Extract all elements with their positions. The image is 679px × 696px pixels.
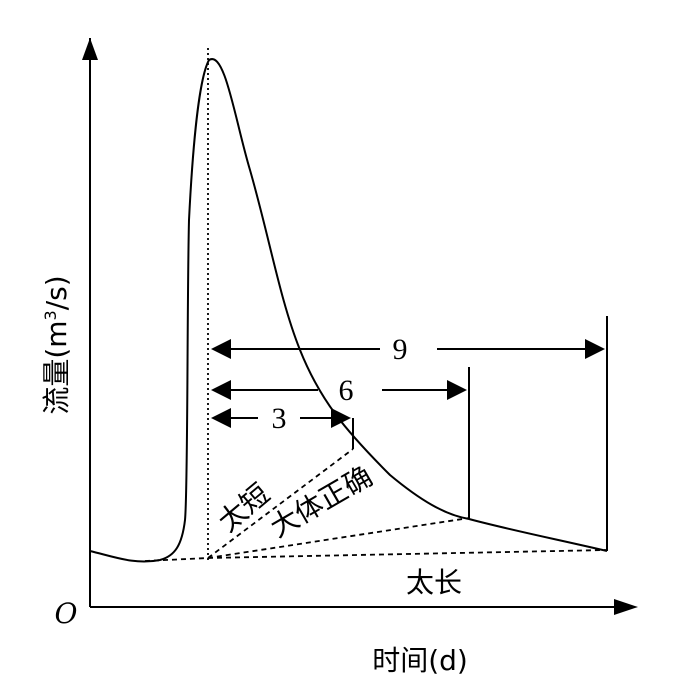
- y-axis-arrowhead: [82, 38, 98, 60]
- hydrograph-curve: [89, 58, 608, 563]
- separation-line-correct: [207, 517, 470, 559]
- baseflow-dashed-line: [144, 557, 209, 562]
- x-axis-label: 时间(d): [372, 644, 468, 677]
- interval-6-label: 6: [339, 374, 354, 407]
- label-too-short: 太短: [212, 477, 276, 538]
- interval-3-label: 3: [272, 402, 287, 435]
- y-axis-label: 流量(m3/s): [40, 275, 73, 414]
- y-axis-label-sup: 3: [41, 310, 60, 320]
- x-axis-arrowhead: [614, 599, 638, 615]
- interval-9-label: 9: [393, 333, 408, 366]
- separation-line-long: [207, 549, 608, 559]
- separation-line-short: [207, 448, 354, 559]
- y-axis-label-end: /s): [40, 275, 73, 310]
- origin-label: O: [55, 597, 78, 630]
- label-too-long: 太长: [406, 566, 462, 599]
- y-axis-label-main: 流量(m: [40, 320, 73, 414]
